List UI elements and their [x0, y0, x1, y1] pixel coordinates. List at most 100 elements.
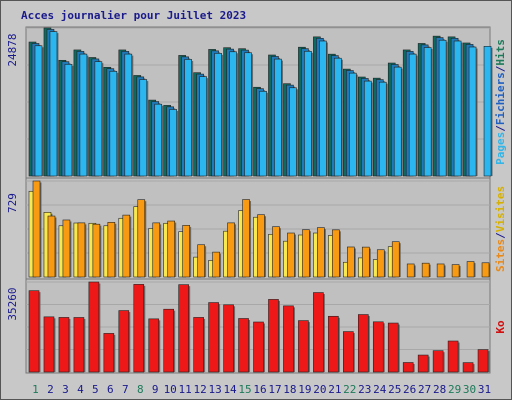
x-tick-label: 21 — [328, 383, 341, 396]
bar-sites-day-1 — [32, 180, 41, 278]
bar-ko-day-21 — [328, 315, 339, 373]
bar-sites-day-14 — [227, 222, 235, 278]
chart-title: Acces journalier pour Juillet 2023 — [21, 9, 247, 22]
x-tick-label: 29 — [448, 383, 461, 396]
bar-sites-day-30 — [466, 261, 475, 278]
bar-ko-day-8 — [133, 284, 145, 373]
bar-ko-day-31 — [477, 349, 489, 373]
bar-sites-day-22 — [347, 246, 355, 278]
bar-ko-day-14 — [223, 304, 234, 373]
x-tick-label: 24 — [373, 383, 387, 396]
legend-entry: Sites — [494, 239, 507, 272]
bar-sites-day-20 — [317, 227, 325, 278]
bar-pages-day-29 — [453, 40, 462, 177]
bar-ko-day-18 — [283, 305, 294, 373]
bar-pages-day-3 — [64, 64, 73, 177]
x-tick-label: 1 — [32, 383, 39, 396]
bar-ko-day-9 — [148, 318, 160, 373]
x-tick-label: 26 — [403, 383, 416, 396]
y-max-label: 729 — [6, 193, 19, 213]
bar-pages-day-17 — [274, 58, 282, 177]
bar-ko-day-4 — [73, 317, 85, 373]
panel-bottom: 35260 Ko — [6, 278, 507, 373]
bar-pages-day-19 — [304, 51, 312, 177]
x-tick-label: 5 — [92, 383, 99, 396]
legend-entry: / — [494, 232, 507, 239]
x-tick-label: 30 — [463, 383, 476, 396]
bar-ko-day-6 — [103, 333, 115, 373]
bar-ko-day-3 — [58, 317, 70, 373]
bar-pages-day-20 — [319, 40, 327, 177]
x-tick-label: 4 — [77, 383, 84, 396]
bar-sites-day-15 — [242, 199, 250, 278]
x-tick-label: 16 — [253, 383, 266, 396]
x-tick-label: 2 — [47, 383, 54, 396]
bar-pages-day-2 — [49, 31, 58, 177]
x-tick-label: 8 — [137, 383, 144, 396]
bar-pages-day-23 — [363, 80, 372, 177]
bar-sites-day-7 — [122, 214, 131, 278]
x-tick-label: 11 — [179, 383, 192, 396]
bar-pages-day-8 — [139, 79, 148, 177]
bar-sites-day-5 — [92, 223, 101, 278]
legend-entry: Ko — [494, 320, 507, 334]
bar-sites-day-17 — [272, 226, 280, 278]
bar-sites-day-21 — [332, 229, 340, 278]
bar-pages-day-10 — [169, 109, 178, 177]
bar-pages-day-16 — [259, 90, 267, 177]
bar-pages-day-4 — [79, 53, 88, 177]
x-tick-label: 13 — [208, 383, 221, 396]
bar-pages-day-11 — [184, 59, 192, 177]
bar-sites-day-19 — [302, 229, 310, 278]
bar-ko-day-25 — [387, 322, 399, 373]
legend-entry: Hits — [494, 39, 507, 66]
bar-sites-day-2 — [47, 215, 56, 278]
bar-ko-day-5 — [88, 281, 100, 373]
bar-sites-day-24 — [376, 249, 385, 278]
bar-pages-day-31 — [483, 46, 492, 177]
y-max-label: 35260 — [6, 287, 19, 320]
legend-middle: Sites/Visites — [494, 186, 507, 272]
bar-pages-day-22 — [349, 72, 357, 177]
bar-pages-day-21 — [334, 57, 342, 177]
bar-ko-day-26 — [402, 362, 414, 373]
bar-sites-day-25 — [391, 241, 400, 278]
bar-ko-day-28 — [432, 350, 444, 373]
bar-ko-day-10 — [163, 308, 175, 373]
bar-sites-day-18 — [287, 232, 295, 278]
bar-sites-day-11 — [182, 225, 190, 278]
bar-pages-day-26 — [408, 53, 417, 177]
bar-sites-day-26 — [406, 263, 415, 278]
legend-top: Pages/Fichiers/Hits — [494, 39, 507, 165]
bar-pages-day-1 — [34, 45, 43, 177]
x-tick-label: 14 — [223, 383, 237, 396]
bar-sites-day-12 — [197, 244, 205, 278]
legend-entry: Pages — [494, 132, 507, 165]
x-tick-label: 28 — [433, 383, 446, 396]
bar-pages-day-24 — [378, 81, 387, 177]
bar-ko-day-23 — [357, 314, 369, 373]
x-tick-label: 3 — [62, 383, 69, 396]
bar-ko-day-22 — [343, 331, 354, 373]
bar-ko-day-7 — [118, 310, 130, 373]
bar-pages-day-28 — [438, 39, 447, 177]
panel-middle: 729 Sites/Visites — [6, 177, 507, 278]
bar-sites-day-29 — [451, 264, 460, 278]
bar-pages-day-27 — [423, 47, 432, 177]
bar-sites-day-27 — [421, 262, 430, 278]
bar-sites-day-6 — [107, 222, 116, 278]
bar-ko-day-29 — [447, 340, 459, 373]
bar-sites-day-31 — [481, 262, 490, 278]
bar-pages-day-12 — [199, 76, 207, 177]
bar-sites-day-10 — [167, 220, 176, 278]
bar-pages-day-25 — [393, 66, 402, 177]
x-tick-label: 20 — [313, 383, 326, 396]
bar-sites-day-28 — [436, 263, 445, 278]
x-tick-label: 17 — [268, 383, 281, 396]
bar-ko-day-16 — [253, 321, 264, 373]
legend-entry: Fichiers — [494, 72, 507, 125]
bar-pages-day-5 — [94, 61, 103, 177]
bar-sites-day-8 — [137, 199, 146, 278]
